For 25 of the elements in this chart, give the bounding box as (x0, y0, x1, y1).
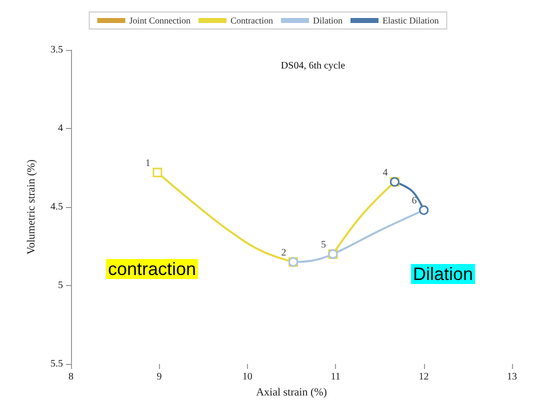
y-tick-label: 4 (58, 123, 63, 134)
x-tick-label: 13 (507, 372, 517, 382)
annotation: Dilation (413, 264, 474, 284)
x-tick-label: 11 (330, 372, 340, 382)
annotation: contraction (108, 259, 196, 279)
y-tick-label: 3.5 (50, 44, 63, 56)
x-tick-label: 9 (156, 372, 162, 382)
y-axis-title: Volumetric strain (%) (26, 159, 38, 255)
annotation: 6 (412, 196, 417, 207)
legend-label: Dilation (313, 16, 343, 26)
y-tick-label: 5 (58, 280, 63, 291)
text: DS04, 6th cycle (280, 60, 346, 72)
x-tick-label: 10 (242, 372, 252, 382)
legend-label: Joint Connection (129, 16, 192, 26)
x-axis-title: Axial strain (%) (256, 386, 328, 398)
annotation: 2 (281, 247, 286, 258)
legend-label: Contraction (230, 16, 274, 26)
y-tick-label: 4.5 (50, 202, 63, 212)
x-tick-label: 8 (68, 372, 74, 382)
annotation: 4 (382, 167, 388, 178)
legend-label: Elastic Dilation (382, 16, 440, 26)
y-tick-label: 5.5 (50, 358, 63, 370)
annotation: 5 (320, 240, 326, 251)
annotation: 1 (145, 158, 150, 169)
x-tick-label: 12 (418, 372, 429, 382)
